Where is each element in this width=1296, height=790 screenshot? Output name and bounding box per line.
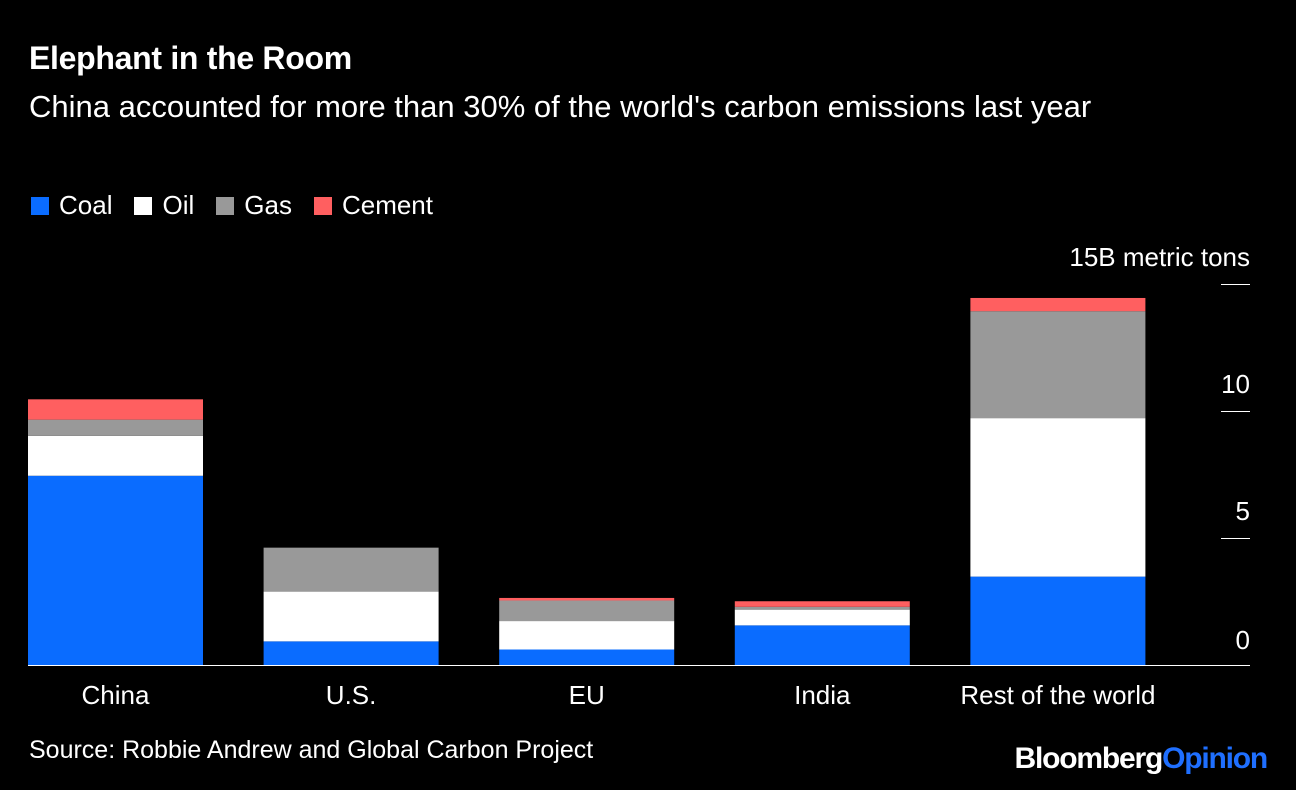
source-note: Source: Robbie Andrew and Global Carbon …: [29, 736, 594, 764]
legend-swatch-oil: [134, 196, 153, 215]
bloomberg-opinion-logo: BloombergOpinion: [1014, 742, 1269, 776]
bar-rest-of-the-world-coal: [970, 576, 1146, 665]
chart-title: Elephant in the Room: [29, 40, 352, 76]
y-tick-label: 10: [1221, 369, 1250, 399]
legend-item-gas: Gas: [216, 190, 292, 221]
y-tick-label: 5: [1236, 496, 1250, 526]
bar-u-s--gas: [263, 547, 439, 592]
y-tick-label: 0: [1236, 625, 1250, 655]
bar-india-gas: [734, 606, 910, 610]
bar-eu-cement: [499, 597, 675, 601]
x-tick-label: Rest of the world: [960, 680, 1155, 710]
legend-item-coal: Coal: [31, 190, 112, 221]
legend-swatch-gas: [216, 196, 235, 215]
legend-label-cement: Cement: [341, 190, 433, 220]
legend-swatch-coal: [31, 196, 49, 215]
bar-india-coal: [734, 625, 910, 665]
bar-china-oil: [28, 435, 203, 476]
bar-china-cement: [28, 399, 203, 420]
legend-label-coal: Coal: [59, 190, 113, 220]
x-tick-label: India: [794, 680, 851, 710]
bar-u-s--coal: [263, 641, 439, 665]
bar-china-gas: [28, 419, 203, 436]
bar-eu-oil: [499, 621, 675, 650]
legend-label-gas: Gas: [244, 190, 292, 220]
legend: Coal Oil Gas Cement: [31, 190, 455, 221]
bar-china-coal: [28, 475, 203, 665]
bar-u-s--oil: [263, 591, 439, 642]
chart-subtitle: China accounted for more than 30% of the…: [29, 89, 1092, 124]
legend-label-oil: Oil: [162, 190, 195, 220]
bar-india-cement: [734, 601, 910, 607]
x-tick-label: U.S.: [326, 680, 377, 710]
bar-eu-gas: [499, 600, 675, 622]
legend-swatch-cement: [313, 196, 332, 215]
x-tick-label: EU: [569, 680, 605, 710]
bar-rest-of-the-world-gas: [970, 311, 1146, 419]
bar-india-oil: [734, 609, 910, 626]
brand-opinion: Opinion: [1162, 742, 1268, 775]
x-tick-label: China: [82, 680, 150, 710]
bar-rest-of-the-world-oil: [970, 418, 1146, 577]
brand-bloomberg: Bloomberg: [1014, 742, 1164, 775]
bar-eu-coal: [499, 649, 675, 665]
bar-rest-of-the-world-cement: [970, 297, 1146, 312]
legend-item-cement: Cement: [313, 190, 433, 221]
legend-item-oil: Oil: [134, 190, 194, 221]
y-tick-label: 15B metric tons: [1069, 242, 1250, 272]
